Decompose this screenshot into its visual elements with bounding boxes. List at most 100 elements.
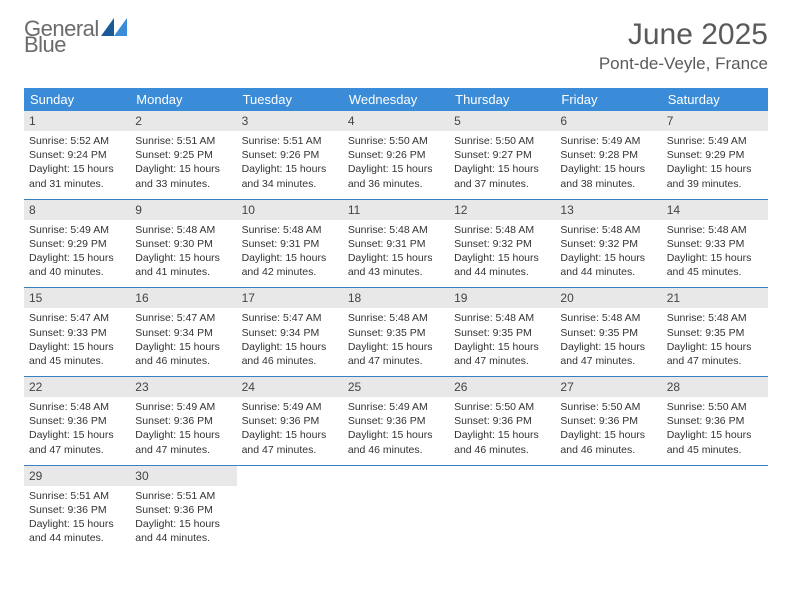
sunrise-text: Sunrise: 5:48 AM (454, 311, 550, 325)
day-number: 24 (237, 377, 343, 397)
month-title: June 2025 (599, 18, 768, 52)
sunrise-text: Sunrise: 5:49 AM (135, 400, 231, 414)
weekday-thu: Thursday (449, 88, 555, 111)
day-cell: Sunrise: 5:48 AMSunset: 9:31 PMDaylight:… (343, 220, 449, 288)
daylight-text: Daylight: 15 hours and 31 minutes. (29, 162, 125, 190)
sunrise-text: Sunrise: 5:48 AM (560, 311, 656, 325)
sunset-text: Sunset: 9:27 PM (454, 148, 550, 162)
sunrise-text: Sunrise: 5:51 AM (135, 489, 231, 503)
sunrise-text: Sunrise: 5:48 AM (29, 400, 125, 414)
daylight-text: Daylight: 15 hours and 46 minutes. (242, 340, 338, 368)
logo-triangle-icon (101, 23, 127, 40)
sunrise-text: Sunrise: 5:48 AM (454, 223, 550, 237)
day-cell: Sunrise: 5:49 AMSunset: 9:29 PMDaylight:… (662, 131, 768, 199)
daylight-text: Daylight: 15 hours and 47 minutes. (560, 340, 656, 368)
sunrise-text: Sunrise: 5:48 AM (667, 223, 763, 237)
day-number: 22 (24, 377, 130, 397)
day-number: 2 (130, 111, 236, 131)
sunrise-text: Sunrise: 5:52 AM (29, 134, 125, 148)
weekday-sun: Sunday (24, 88, 130, 111)
daycontent-row: Sunrise: 5:51 AMSunset: 9:36 PMDaylight:… (24, 486, 768, 554)
sunset-text: Sunset: 9:35 PM (560, 326, 656, 340)
day-number: 29 (24, 466, 130, 486)
daylight-text: Daylight: 15 hours and 43 minutes. (348, 251, 444, 279)
daylight-text: Daylight: 15 hours and 36 minutes. (348, 162, 444, 190)
sunset-text: Sunset: 9:35 PM (348, 326, 444, 340)
daynum-row: 891011121314 (24, 199, 768, 220)
day-cell: Sunrise: 5:48 AMSunset: 9:35 PMDaylight:… (662, 308, 768, 376)
sunset-text: Sunset: 9:31 PM (242, 237, 338, 251)
sunset-text: Sunset: 9:32 PM (454, 237, 550, 251)
sunset-text: Sunset: 9:29 PM (29, 237, 125, 251)
daycontent-row: Sunrise: 5:52 AMSunset: 9:24 PMDaylight:… (24, 131, 768, 199)
day-cell: Sunrise: 5:49 AMSunset: 9:36 PMDaylight:… (343, 397, 449, 465)
day-number: 6 (555, 111, 661, 131)
day-number: 27 (555, 377, 661, 397)
day-cell: Sunrise: 5:48 AMSunset: 9:30 PMDaylight:… (130, 220, 236, 288)
daylight-text: Daylight: 15 hours and 44 minutes. (135, 517, 231, 545)
day-cell: Sunrise: 5:48 AMSunset: 9:35 PMDaylight:… (343, 308, 449, 376)
daynum-row: 2930 (24, 465, 768, 486)
day-cell: Sunrise: 5:47 AMSunset: 9:33 PMDaylight:… (24, 308, 130, 376)
daylight-text: Daylight: 15 hours and 47 minutes. (135, 428, 231, 456)
sunset-text: Sunset: 9:36 PM (454, 414, 550, 428)
sunrise-text: Sunrise: 5:48 AM (135, 223, 231, 237)
day-number: 21 (662, 288, 768, 308)
day-cell: Sunrise: 5:50 AMSunset: 9:26 PMDaylight:… (343, 131, 449, 199)
sunset-text: Sunset: 9:36 PM (667, 414, 763, 428)
day-cell: Sunrise: 5:47 AMSunset: 9:34 PMDaylight:… (130, 308, 236, 376)
sunset-text: Sunset: 9:30 PM (135, 237, 231, 251)
day-cell: Sunrise: 5:48 AMSunset: 9:35 PMDaylight:… (449, 308, 555, 376)
daylight-text: Daylight: 15 hours and 38 minutes. (560, 162, 656, 190)
daylight-text: Daylight: 15 hours and 44 minutes. (454, 251, 550, 279)
logo: General Blue (24, 18, 127, 56)
day-number: 15 (24, 288, 130, 308)
day-cell: Sunrise: 5:49 AMSunset: 9:29 PMDaylight:… (24, 220, 130, 288)
daylight-text: Daylight: 15 hours and 44 minutes. (560, 251, 656, 279)
weekday-header-row: Sunday Monday Tuesday Wednesday Thursday… (24, 88, 768, 111)
day-number: 11 (343, 200, 449, 220)
day-number: 10 (237, 200, 343, 220)
day-number: 5 (449, 111, 555, 131)
daylight-text: Daylight: 15 hours and 47 minutes. (29, 428, 125, 456)
daylight-text: Daylight: 15 hours and 37 minutes. (454, 162, 550, 190)
sunrise-text: Sunrise: 5:48 AM (348, 311, 444, 325)
daylight-text: Daylight: 15 hours and 34 minutes. (242, 162, 338, 190)
sunset-text: Sunset: 9:36 PM (242, 414, 338, 428)
daylight-text: Daylight: 15 hours and 41 minutes. (135, 251, 231, 279)
daylight-text: Daylight: 15 hours and 46 minutes. (454, 428, 550, 456)
sunset-text: Sunset: 9:26 PM (348, 148, 444, 162)
title-block: June 2025 Pont-de-Veyle, France (599, 18, 768, 74)
day-number: 19 (449, 288, 555, 308)
sunset-text: Sunset: 9:33 PM (29, 326, 125, 340)
sunset-text: Sunset: 9:36 PM (560, 414, 656, 428)
sunset-text: Sunset: 9:34 PM (242, 326, 338, 340)
sunrise-text: Sunrise: 5:48 AM (560, 223, 656, 237)
day-cell: Sunrise: 5:50 AMSunset: 9:36 PMDaylight:… (555, 397, 661, 465)
weekday-mon: Monday (130, 88, 236, 111)
sunset-text: Sunset: 9:36 PM (135, 503, 231, 517)
day-number: 30 (130, 466, 236, 486)
weekday-wed: Wednesday (343, 88, 449, 111)
sunrise-text: Sunrise: 5:48 AM (667, 311, 763, 325)
day-number: 20 (555, 288, 661, 308)
daycontent-row: Sunrise: 5:47 AMSunset: 9:33 PMDaylight:… (24, 308, 768, 376)
sunrise-text: Sunrise: 5:49 AM (29, 223, 125, 237)
day-number: 28 (662, 377, 768, 397)
weekday-sat: Saturday (662, 88, 768, 111)
day-cell: Sunrise: 5:50 AMSunset: 9:27 PMDaylight:… (449, 131, 555, 199)
daynum-row: 22232425262728 (24, 377, 768, 398)
daynum-row: 15161718192021 (24, 288, 768, 309)
day-number: 18 (343, 288, 449, 308)
daylight-text: Daylight: 15 hours and 39 minutes. (667, 162, 763, 190)
day-number: 26 (449, 377, 555, 397)
day-cell: Sunrise: 5:48 AMSunset: 9:35 PMDaylight:… (555, 308, 661, 376)
sunrise-text: Sunrise: 5:51 AM (29, 489, 125, 503)
daylight-text: Daylight: 15 hours and 42 minutes. (242, 251, 338, 279)
sunrise-text: Sunrise: 5:47 AM (135, 311, 231, 325)
daylight-text: Daylight: 15 hours and 47 minutes. (667, 340, 763, 368)
day-cell: Sunrise: 5:47 AMSunset: 9:34 PMDaylight:… (237, 308, 343, 376)
weekday-fri: Friday (555, 88, 661, 111)
sunrise-text: Sunrise: 5:47 AM (29, 311, 125, 325)
daycontent-row: Sunrise: 5:48 AMSunset: 9:36 PMDaylight:… (24, 397, 768, 465)
